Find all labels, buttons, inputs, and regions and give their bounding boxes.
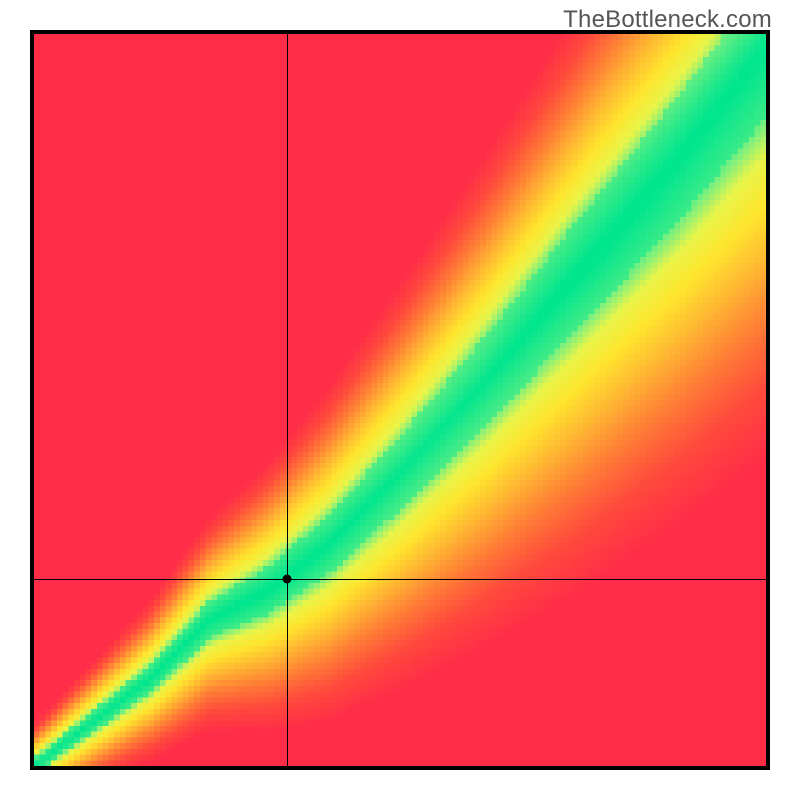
plot-area	[34, 34, 766, 766]
heatmap-canvas	[34, 34, 766, 766]
crosshair-vertical	[287, 34, 288, 766]
crosshair-dot	[282, 575, 291, 584]
crosshair-horizontal	[34, 579, 766, 580]
plot-frame	[30, 30, 770, 770]
watermark-text: TheBottleneck.com	[563, 6, 772, 34]
chart-container: TheBottleneck.com	[0, 0, 800, 800]
